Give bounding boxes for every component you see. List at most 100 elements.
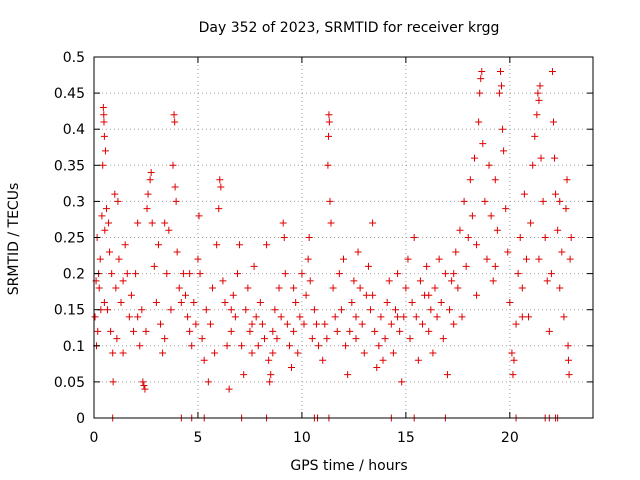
data-point xyxy=(446,306,454,314)
data-point xyxy=(300,320,308,328)
data-point xyxy=(204,378,212,386)
data-point xyxy=(433,313,441,321)
data-point xyxy=(100,298,108,306)
data-point xyxy=(419,320,427,328)
data-point xyxy=(329,284,337,292)
data-point xyxy=(498,82,506,90)
data-point xyxy=(181,291,189,299)
data-point xyxy=(408,298,416,306)
data-point xyxy=(414,356,422,364)
data-point xyxy=(377,313,385,321)
x-tick-label: 5 xyxy=(193,430,202,446)
data-point xyxy=(431,284,439,292)
data-point xyxy=(537,154,545,162)
data-point xyxy=(302,291,310,299)
data-point xyxy=(198,335,206,343)
data-point xyxy=(236,241,244,249)
data-point xyxy=(406,335,414,343)
data-point xyxy=(475,118,483,126)
data-point xyxy=(325,118,333,126)
data-point xyxy=(238,342,246,350)
data-point xyxy=(194,255,202,263)
data-point xyxy=(352,335,360,343)
data-point xyxy=(132,270,140,278)
data-point xyxy=(556,284,564,292)
data-point xyxy=(305,234,313,241)
data-point xyxy=(265,356,273,364)
data-point xyxy=(290,327,298,335)
data-point xyxy=(260,335,268,343)
data-point xyxy=(106,248,114,256)
data-point xyxy=(134,219,142,227)
data-point xyxy=(534,89,542,97)
data-point xyxy=(157,320,165,328)
data-point xyxy=(563,176,571,184)
data-point xyxy=(170,111,178,119)
data-point xyxy=(518,313,526,321)
data-point xyxy=(173,248,181,256)
data-point xyxy=(108,270,116,278)
data-point xyxy=(379,356,387,364)
data-point xyxy=(485,161,493,169)
data-point xyxy=(500,147,508,155)
y-tick-label: 0.25 xyxy=(54,231,85,247)
data-point xyxy=(269,327,277,335)
data-point xyxy=(387,320,395,328)
data-point xyxy=(140,382,148,390)
data-point xyxy=(161,219,169,227)
x-tick-label: 10 xyxy=(293,430,311,446)
data-point xyxy=(312,320,320,328)
data-point xyxy=(481,197,489,205)
data-points xyxy=(91,67,575,422)
data-point xyxy=(147,169,155,177)
data-point xyxy=(138,306,146,314)
data-point xyxy=(252,313,260,321)
data-point xyxy=(364,262,372,270)
data-point xyxy=(565,371,573,379)
data-point xyxy=(101,147,109,155)
data-point xyxy=(298,270,306,278)
data-point xyxy=(331,313,339,321)
data-point xyxy=(476,89,484,97)
data-point xyxy=(142,327,150,335)
data-point xyxy=(402,284,410,292)
data-point xyxy=(179,270,187,278)
data-point xyxy=(306,277,314,285)
data-point xyxy=(273,335,281,343)
data-point xyxy=(383,298,391,306)
data-point xyxy=(219,277,227,285)
data-point xyxy=(143,205,151,213)
data-point xyxy=(119,349,127,357)
data-point xyxy=(221,298,229,306)
data-point xyxy=(527,219,535,227)
data-point xyxy=(169,161,177,169)
y-tick-label: 0.3 xyxy=(63,194,85,210)
data-point xyxy=(200,356,208,364)
data-point xyxy=(99,104,107,112)
data-point xyxy=(263,241,271,249)
data-point xyxy=(296,313,304,321)
data-point xyxy=(119,277,127,285)
data-point xyxy=(217,183,225,191)
data-point xyxy=(545,327,553,335)
data-point xyxy=(560,313,568,321)
data-point xyxy=(506,298,514,306)
data-point xyxy=(342,342,350,350)
axes: 0 0.05 0.1 0.15 0.2 0.25 0.3 0.35 0.4 0.45 0.5 0 5 10… xyxy=(54,50,593,446)
data-point xyxy=(335,270,343,278)
chart-title: Day 352 of 2023, SRMTID for receiver krg… xyxy=(199,20,500,36)
data-point xyxy=(127,291,135,299)
y-tick-label: 0.15 xyxy=(54,303,85,319)
data-point xyxy=(188,342,196,350)
data-point xyxy=(508,349,516,357)
data-point xyxy=(94,327,102,335)
x-tick-label: 15 xyxy=(397,430,415,446)
data-point xyxy=(304,255,312,263)
data-point xyxy=(242,306,250,314)
data-point xyxy=(512,320,520,328)
data-point xyxy=(177,298,185,306)
data-point xyxy=(491,176,499,184)
data-point xyxy=(362,291,370,299)
data-point xyxy=(134,313,142,321)
data-point xyxy=(510,356,518,364)
